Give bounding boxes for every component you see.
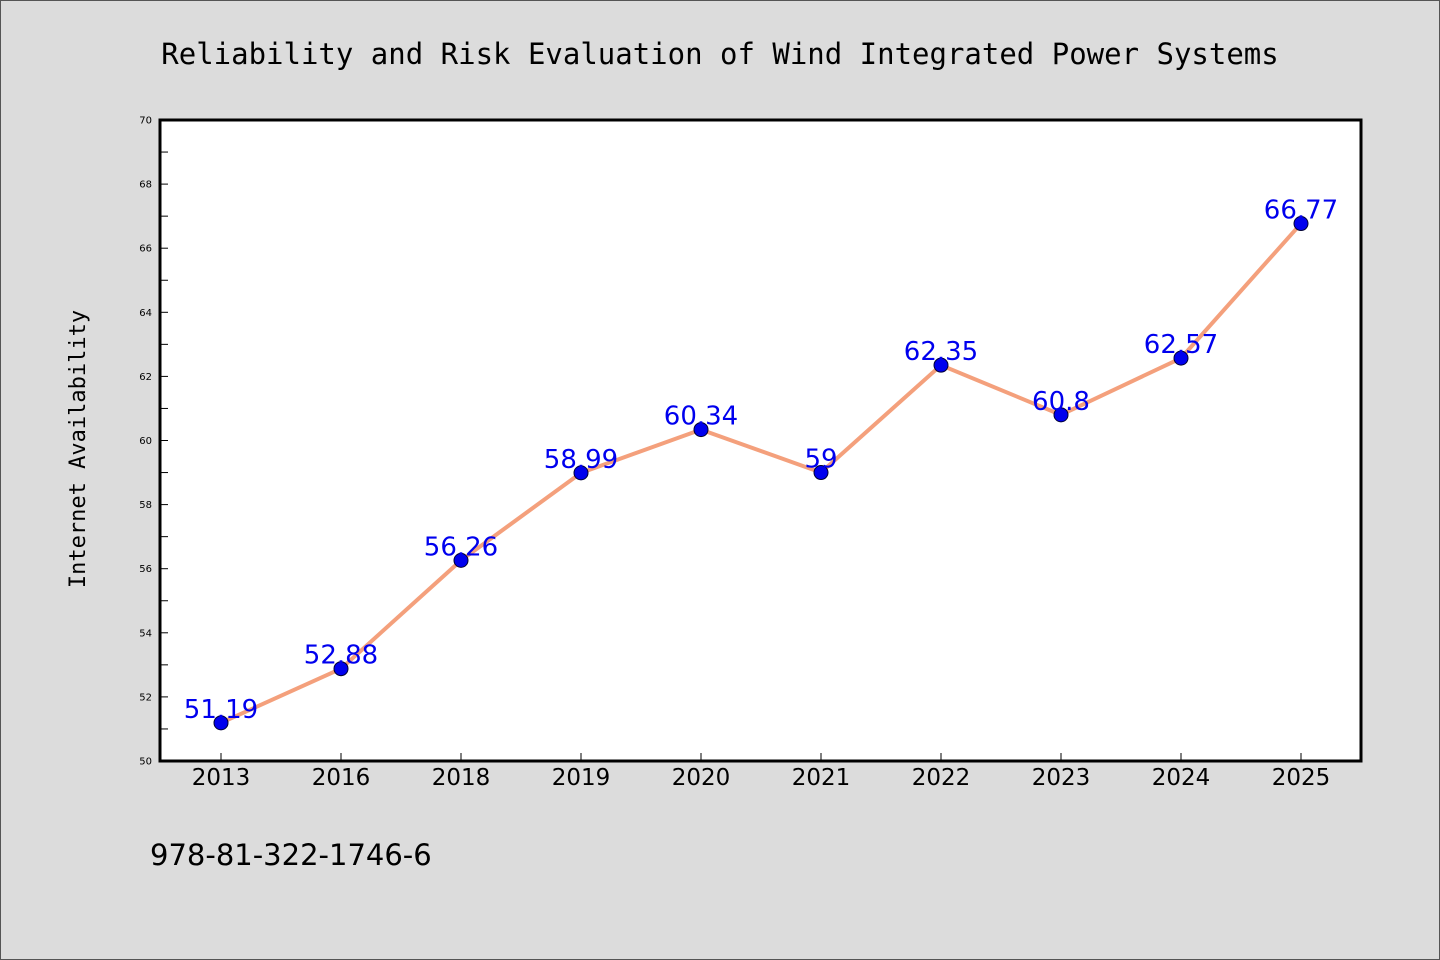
data-point xyxy=(1053,407,1069,423)
x-tick-label: 2025 xyxy=(1272,765,1331,791)
x-tick-label: 2022 xyxy=(912,765,971,791)
data-label: 51.19 xyxy=(184,695,258,725)
y-tick-label: 70 xyxy=(139,116,152,127)
data-label: 60.34 xyxy=(664,402,738,432)
data-label: 62.57 xyxy=(1144,330,1218,360)
x-tick-label: 2013 xyxy=(192,765,251,791)
y-tick-label: 60 xyxy=(139,436,152,447)
data-labels-layer: 51.19 52.88 56.26 58.99 60.34 59 62.35 60.8 62.5… xyxy=(184,196,1338,725)
y-tick-label: 68 xyxy=(139,180,152,191)
data-point xyxy=(333,661,349,677)
x-tick-label: 2018 xyxy=(432,765,491,791)
x-tick-label: 2019 xyxy=(552,765,611,791)
data-label: 62.35 xyxy=(904,337,978,367)
x-tick-label: 2023 xyxy=(1032,765,1091,791)
y-tick-label: 54 xyxy=(139,628,152,639)
data-point xyxy=(1293,216,1309,232)
y-tick-label: 62 xyxy=(139,372,152,383)
x-tick-label: 2021 xyxy=(792,765,851,791)
y-tick-label: 58 xyxy=(139,500,152,511)
y-axis-ticks: 50 52 54 56 58 60 62 64 66 68 70 xyxy=(139,116,168,768)
data-label: 59 xyxy=(804,445,837,475)
footer-isbn: 978-81-322-1746-6 xyxy=(150,838,432,872)
y-tick-label: 52 xyxy=(139,692,152,703)
data-label: 56.26 xyxy=(424,532,498,562)
series-layer xyxy=(213,216,1309,731)
data-label: 60.8 xyxy=(1032,387,1090,417)
y-tick-label: 56 xyxy=(139,564,152,575)
x-tick-label: 2016 xyxy=(312,765,371,791)
data-point xyxy=(693,422,709,438)
data-label: 58.99 xyxy=(544,445,618,475)
series-line xyxy=(220,222,1303,725)
y-tick-label: 66 xyxy=(139,244,152,255)
chart-title: Reliability and Risk Evaluation of Wind … xyxy=(161,37,1278,71)
data-point xyxy=(453,552,469,568)
data-point xyxy=(1173,350,1189,366)
plot-area xyxy=(158,118,1363,763)
data-point xyxy=(573,465,589,481)
x-tick-label: 2020 xyxy=(672,765,731,791)
data-point xyxy=(813,465,829,481)
y-tick-label: 50 xyxy=(139,757,152,768)
x-tick-label: 2024 xyxy=(1152,765,1211,791)
y-axis-label: Internet Availability xyxy=(66,310,91,588)
y-tick-label: 64 xyxy=(139,308,152,319)
data-label: 52.88 xyxy=(304,641,378,671)
x-axis-ticks: 2013 2016 2018 2019 2020 2021 2022 2023 2024 2025 xyxy=(192,753,1331,791)
data-label: 66.77 xyxy=(1264,196,1338,226)
data-point xyxy=(213,715,229,731)
data-point xyxy=(933,357,949,373)
